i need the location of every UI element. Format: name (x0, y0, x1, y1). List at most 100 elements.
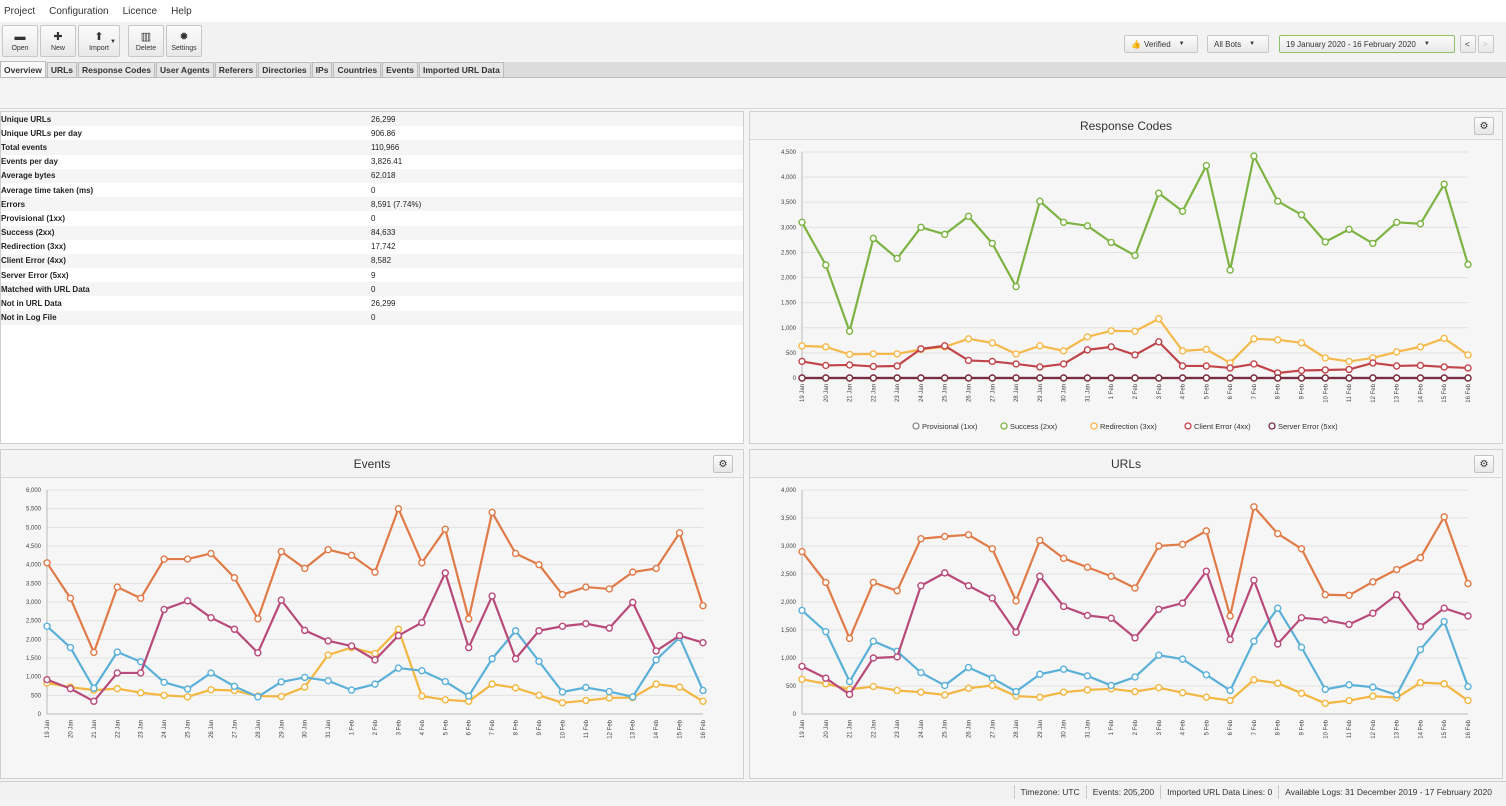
new-button[interactable]: ✚ New (40, 25, 76, 57)
data-point (988, 681, 996, 690)
data-point (371, 568, 379, 576)
tab-user-agents[interactable]: User Agents (155, 62, 214, 77)
tab-urls[interactable]: URLs (46, 62, 78, 77)
x-tick-label: 12 Feb (1371, 719, 1377, 738)
x-tick-label: 16 Feb (1466, 383, 1472, 402)
menu-configuration[interactable]: Configuration (49, 5, 109, 17)
data-point (160, 605, 168, 614)
y-tick-label: 4,000 (26, 563, 42, 569)
y-tick-label: 3,500 (781, 516, 797, 522)
tab-imported-url-data[interactable]: Imported URL Data (418, 62, 504, 77)
x-tick-label: 12 Feb (1371, 383, 1377, 402)
settings-button-label: Settings (171, 44, 197, 52)
panel-title: Events (353, 456, 391, 471)
data-point (511, 549, 520, 558)
data-point (652, 680, 660, 688)
menu-help[interactable]: Help (171, 5, 192, 17)
data-point (230, 682, 239, 691)
chart-settings-button[interactable]: ⚙ (1474, 117, 1494, 135)
data-point (301, 683, 309, 691)
y-tick-label: 500 (786, 351, 797, 357)
verified-filter-dropdown[interactable]: 👍 Verified ▼ (1124, 35, 1198, 53)
tab-referers[interactable]: Referers (214, 62, 258, 77)
data-point (1059, 360, 1068, 368)
data-point (988, 594, 996, 602)
data-point (183, 685, 192, 693)
stat-label: Average bytes (1, 171, 56, 181)
x-tick-label: 7 Feb (1252, 719, 1258, 735)
data-point (1155, 542, 1163, 550)
status-bar: Timezone: UTC Events: 205,200 Imported U… (0, 781, 1506, 801)
x-tick-label: 3 Feb (396, 719, 402, 735)
data-point (137, 689, 145, 697)
date-range-picker[interactable]: 19 January 2020 - 16 February 2020 ▼ (1279, 35, 1455, 53)
data-point (1274, 197, 1282, 205)
x-tick-label: 21 Jan (848, 720, 854, 738)
tab-overview[interactable]: Overview (0, 61, 46, 77)
open-button[interactable]: ▬ Open (2, 25, 38, 57)
y-tick-label: 500 (31, 693, 42, 699)
delete-button[interactable]: ▥ Delete (128, 25, 164, 57)
data-point (1297, 374, 1306, 382)
import-button[interactable]: ⬆ Import ▼ (78, 25, 120, 57)
x-tick-label: 21 Jan (848, 384, 854, 402)
data-point (1012, 282, 1020, 291)
chart-settings-button[interactable]: ⚙ (713, 455, 733, 473)
stat-label: Provisional (1xx) (1, 213, 66, 223)
tab-response-codes[interactable]: Response Codes (78, 62, 155, 77)
data-point (1464, 374, 1472, 382)
data-point (207, 613, 215, 622)
x-tick-label: 25 Jan (943, 720, 949, 738)
data-point (1250, 360, 1258, 368)
data-point (1155, 338, 1163, 346)
data-point (822, 627, 830, 636)
data-point (1345, 374, 1353, 382)
data-point (558, 622, 567, 630)
data-point (277, 678, 285, 686)
tab-ips[interactable]: IPs (311, 62, 333, 77)
data-point (675, 683, 684, 691)
data-point (1274, 374, 1282, 382)
stat-row: Not in Log File 0 (1, 310, 743, 325)
y-tick-label: 1,000 (781, 326, 797, 332)
data-point (465, 692, 473, 700)
y-tick-label: 1,000 (26, 675, 42, 681)
tab-countries[interactable]: Countries (333, 62, 382, 77)
data-point (629, 598, 637, 607)
data-point (1440, 617, 1448, 626)
data-point (1202, 567, 1211, 575)
data-point (441, 677, 449, 686)
menu-licence[interactable]: Licence (122, 5, 158, 17)
x-tick-label: 8 Feb (514, 719, 520, 735)
x-tick-label: 26 Jan (967, 384, 973, 402)
chart-settings-button[interactable]: ⚙ (1474, 455, 1494, 473)
y-tick-label: 4,500 (781, 150, 797, 156)
data-point (629, 568, 637, 576)
data-point (394, 664, 403, 672)
bots-filter-label: All Bots (1214, 39, 1242, 49)
previous-range-button[interactable]: < (1460, 35, 1476, 53)
data-point (893, 254, 901, 263)
bots-filter-dropdown[interactable]: All Bots ▼ (1207, 35, 1269, 53)
data-point (1226, 612, 1234, 620)
data-point (1369, 692, 1377, 700)
x-tick-label: 15 Feb (678, 719, 684, 738)
stat-label: Matched with URL Data (1, 284, 90, 294)
settings-button[interactable]: ✹ Settings (166, 25, 202, 57)
x-tick-label: 11 Feb (1347, 383, 1353, 402)
tab-directories[interactable]: Directories (258, 62, 311, 77)
data-point (917, 668, 925, 677)
data-point (160, 555, 168, 563)
data-point (1178, 362, 1187, 370)
y-tick-label: 3,000 (26, 600, 42, 606)
next-range-button[interactable]: > (1478, 35, 1494, 53)
data-point (66, 643, 75, 652)
x-tick-label: 5 Feb (1204, 383, 1210, 399)
data-point (941, 691, 949, 699)
x-tick-label: 8 Feb (1276, 719, 1282, 735)
x-tick-label: 27 Jan (990, 384, 996, 402)
data-point (798, 374, 806, 382)
tab-events[interactable]: Events (382, 62, 418, 77)
data-point (1012, 687, 1020, 696)
menu-project[interactable]: Project (4, 5, 36, 17)
